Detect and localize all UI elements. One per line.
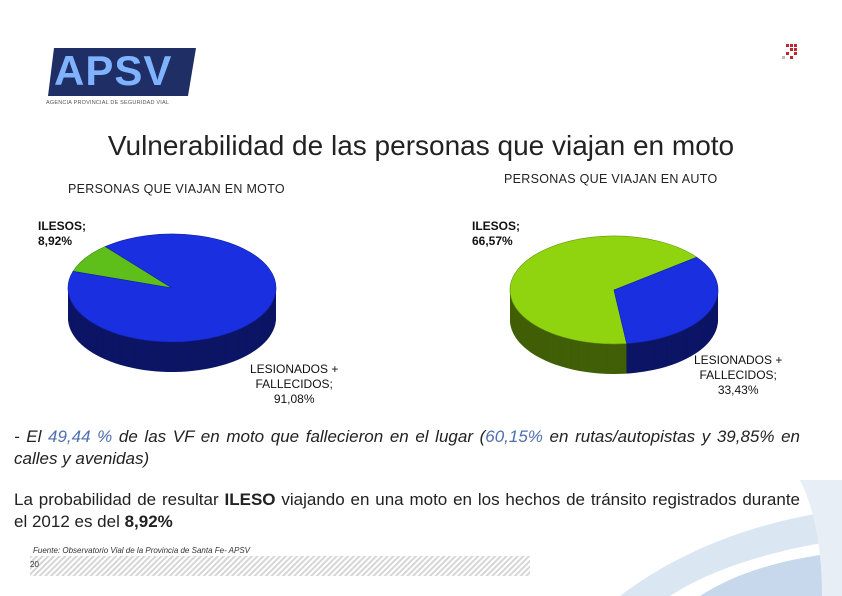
logo-text: APSV xyxy=(54,47,173,94)
label-value: 91,08% xyxy=(273,392,315,406)
label-line: LESIONADOS + xyxy=(694,353,783,367)
pie-chart-moto xyxy=(67,233,277,372)
highlight-value: 49,44 % xyxy=(48,427,113,446)
label-line: FALLECIDOS; xyxy=(255,377,333,391)
apsv-logo xyxy=(48,48,196,96)
highlight-value: 60,15% xyxy=(485,427,543,446)
chart2-label-ilesos: ILESOS; 66,57% xyxy=(472,219,520,249)
chart2-title: PERSONAS QUE VIAJAN EN AUTO xyxy=(504,172,718,186)
chart1-label-lesionados: LESIONADOS + FALLECIDOS; 91,08% xyxy=(250,362,338,407)
pie-chart-auto xyxy=(509,235,719,374)
label-line: FALLECIDOS; xyxy=(699,368,777,382)
page-number: 20 xyxy=(30,560,39,569)
label-value: 33,43% xyxy=(717,383,759,397)
text: - El xyxy=(14,427,49,446)
pie-slice-ilesos xyxy=(509,235,698,345)
text: en rutas/autopistas y 39,85% en calles y… xyxy=(14,427,800,468)
text: viajando en una moto en los hechos de tr… xyxy=(14,490,801,531)
label-value: 66,57% xyxy=(472,234,513,248)
label-line: ILESOS; xyxy=(472,219,521,233)
source-note: Fuente: Observatorio Vial de la Provinci… xyxy=(33,546,251,555)
footer-stripe xyxy=(30,556,530,576)
chart1-label-ilesos: ILESOS; 8,92% xyxy=(38,219,86,249)
paragraph-fallecidos: - El 49,44 % de las VF en moto que falle… xyxy=(14,426,800,470)
paragraph-probabilidad: La probabilidad de resultar ILESO viajan… xyxy=(14,489,800,533)
text: La probabilidad de resultar xyxy=(14,490,225,509)
bold-value: 8,92% xyxy=(124,512,173,531)
page-title: Vulnerabilidad de las personas que viaja… xyxy=(107,130,735,161)
logo-subtitle: AGENCIA PROVINCIAL DE SEGURIDAD VIAL xyxy=(46,100,170,106)
pie-slice-lesionados-fallecidos xyxy=(613,256,719,344)
label-line: LESIONADOS + xyxy=(250,362,339,376)
chart2-label-lesionados: LESIONADOS + FALLECIDOS; 33,43% xyxy=(694,353,782,398)
label-value: 8,92% xyxy=(38,234,73,248)
chart1-title: PERSONAS QUE VIAJAN EN MOTO xyxy=(68,182,285,196)
bold-text: ILESO xyxy=(224,490,276,509)
decorative-swoosh xyxy=(620,480,842,596)
decorative-dots-icon xyxy=(782,44,797,59)
label-line: ILESOS; xyxy=(38,219,87,233)
pie-slice-lesionados-fallecidos xyxy=(67,233,277,343)
text: de las VF en moto que fallecieron en el … xyxy=(112,427,486,446)
